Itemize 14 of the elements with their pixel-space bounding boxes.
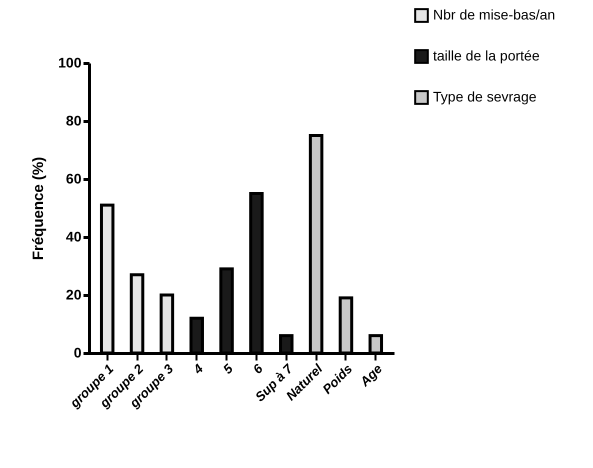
x-tick-label: 6 — [250, 360, 266, 377]
legend-label: Type de sevrage — [433, 88, 537, 104]
x-tick-label: 4 — [190, 360, 206, 378]
y-tick-label: 20 — [66, 286, 82, 302]
y-axis-title: Fréquence (%) — [30, 156, 48, 260]
y-tick-label: 0 — [74, 344, 82, 360]
x-tick-label: Age — [356, 361, 385, 390]
legend-label: taille de la portée — [433, 48, 540, 64]
y-tick-label: 100 — [58, 54, 82, 70]
legend-label: Nbr de mise-bas/an — [433, 6, 556, 22]
y-tick-label: 80 — [66, 112, 82, 128]
y-tick-label: 60 — [66, 170, 82, 186]
y-tick-label: 40 — [66, 228, 82, 244]
x-tick-label: 5 — [220, 360, 236, 377]
